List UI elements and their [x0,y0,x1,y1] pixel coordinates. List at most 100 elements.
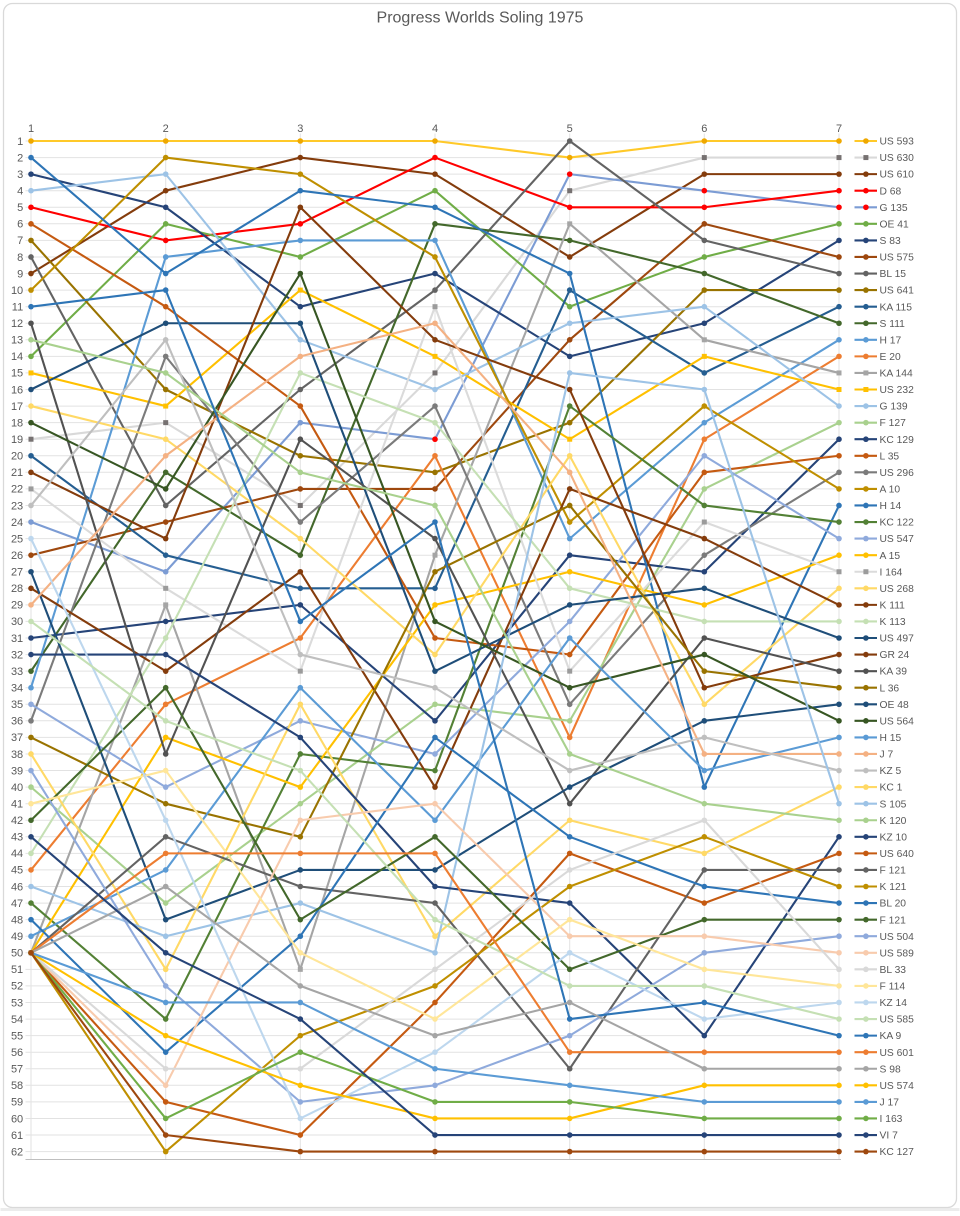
svg-text:20: 20 [11,451,23,463]
svg-text:US 575: US 575 [880,253,915,264]
svg-text:41: 41 [11,799,23,811]
svg-text:KC 129: KC 129 [880,435,915,446]
svg-text:27: 27 [11,567,23,579]
svg-text:Progress Worlds Soling 1975: Progress Worlds Soling 1975 [377,10,584,27]
svg-text:17: 17 [11,401,23,413]
svg-text:57: 57 [11,1064,23,1076]
svg-text:US 610: US 610 [880,170,915,181]
svg-text:I 164: I 164 [880,567,903,578]
svg-text:47: 47 [11,898,23,910]
svg-text:37: 37 [11,732,23,744]
svg-text:G 135: G 135 [880,203,908,214]
svg-text:S 83: S 83 [880,236,901,247]
svg-text:6: 6 [701,123,707,135]
svg-text:OE 48: OE 48 [880,700,909,711]
svg-text:35: 35 [11,699,23,711]
svg-text:58: 58 [11,1080,23,1092]
svg-text:US 547: US 547 [880,534,915,545]
svg-text:5: 5 [567,123,573,135]
svg-text:11: 11 [12,302,23,314]
svg-text:7: 7 [836,123,842,135]
svg-text:S 111: S 111 [880,319,906,330]
svg-text:53: 53 [11,997,23,1009]
svg-text:K 111: K 111 [880,600,906,611]
svg-text:KA 115: KA 115 [880,302,913,313]
svg-text:39: 39 [11,765,23,777]
svg-text:28: 28 [11,583,23,595]
svg-text:OE 41: OE 41 [880,219,909,230]
svg-text:61: 61 [11,1130,23,1142]
svg-text:J 17: J 17 [880,1097,900,1108]
svg-text:56: 56 [11,1047,23,1059]
svg-text:1: 1 [17,136,23,148]
svg-text:45: 45 [11,865,23,877]
svg-text:34: 34 [11,683,23,695]
svg-text:26: 26 [11,550,23,562]
svg-text:38: 38 [11,749,23,761]
svg-text:KA 39: KA 39 [880,667,908,678]
svg-text:D 68: D 68 [880,186,902,197]
svg-text:KC 1: KC 1 [880,783,903,794]
svg-text:36: 36 [11,716,23,728]
svg-text:23: 23 [11,500,23,512]
svg-text:I 163: I 163 [880,1114,903,1125]
svg-text:51: 51 [11,964,23,976]
svg-text:42: 42 [11,815,23,827]
svg-text:43: 43 [11,832,23,844]
svg-text:49: 49 [11,931,23,943]
svg-text:6: 6 [17,219,23,231]
svg-text:KC 127: KC 127 [880,1147,915,1158]
svg-text:16: 16 [11,384,23,396]
svg-text:US 589: US 589 [880,948,915,959]
svg-text:32: 32 [11,649,23,661]
svg-text:4: 4 [432,123,438,135]
svg-text:US 641: US 641 [880,286,915,297]
svg-text:1: 1 [28,123,34,135]
svg-text:25: 25 [11,533,23,545]
svg-text:GR 24: GR 24 [880,650,910,661]
svg-text:KA 144: KA 144 [880,369,913,380]
svg-text:59: 59 [11,1097,23,1109]
svg-text:21: 21 [11,467,23,479]
svg-text:S 105: S 105 [880,799,907,810]
svg-text:8: 8 [17,252,23,264]
svg-text:VI 7: VI 7 [880,1131,899,1142]
svg-text:46: 46 [11,881,23,893]
svg-text:3: 3 [297,123,303,135]
svg-text:4: 4 [17,186,23,198]
svg-text:5: 5 [17,202,23,214]
svg-text:7: 7 [17,235,23,247]
svg-text:US 296: US 296 [880,468,915,479]
svg-text:44: 44 [11,848,23,860]
svg-text:US 574: US 574 [880,1081,915,1092]
svg-text:24: 24 [11,517,23,529]
svg-text:KA 9: KA 9 [880,1031,902,1042]
svg-text:US 564: US 564 [880,716,915,727]
svg-text:BL 15: BL 15 [880,269,907,280]
svg-text:12: 12 [11,318,23,330]
svg-text:29: 29 [11,600,23,612]
svg-text:US 630: US 630 [880,153,915,164]
svg-text:US 504: US 504 [880,932,915,943]
svg-text:BL 33: BL 33 [880,965,907,976]
svg-text:52: 52 [11,981,23,993]
svg-text:US 640: US 640 [880,849,915,860]
svg-text:18: 18 [11,417,23,429]
svg-text:US 593: US 593 [880,137,915,148]
svg-text:48: 48 [11,914,23,926]
svg-text:22: 22 [11,484,23,496]
svg-text:14: 14 [11,351,23,363]
svg-text:40: 40 [11,782,23,794]
svg-text:10: 10 [11,285,23,297]
svg-text:E 20: E 20 [880,352,901,363]
svg-text:33: 33 [11,666,23,678]
svg-text:15: 15 [11,368,23,380]
svg-text:9: 9 [17,268,23,280]
svg-text:BL 20: BL 20 [880,899,907,910]
svg-text:K 113: K 113 [880,617,906,628]
svg-text:K 120: K 120 [880,816,907,827]
svg-text:KC 122: KC 122 [880,518,915,529]
svg-text:A 10: A 10 [880,485,901,496]
svg-text:3: 3 [17,169,23,181]
svg-text:30: 30 [11,616,23,628]
